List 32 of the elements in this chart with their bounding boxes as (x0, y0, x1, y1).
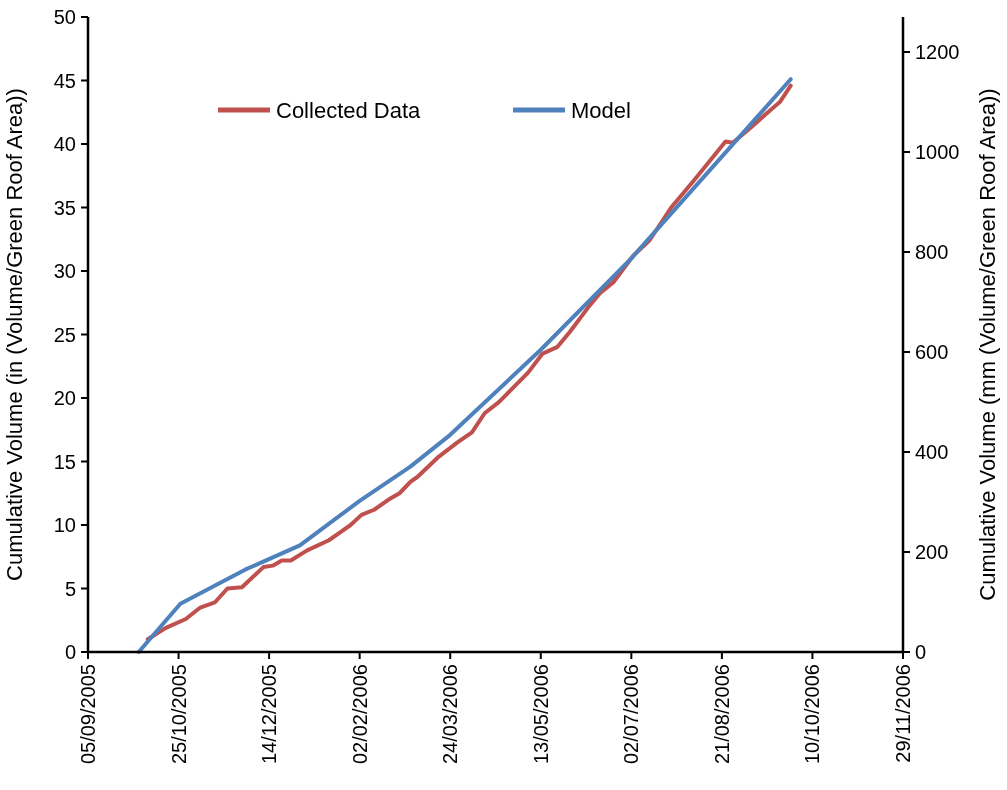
y-tick-label: 50 (53, 6, 76, 28)
y-tick-label: 10 (53, 514, 76, 536)
legend-label: Collected Data (276, 97, 422, 123)
x-tick-label: 02/07/2006 (620, 664, 643, 765)
y-tick-label: 20 (53, 387, 76, 409)
x-tick-label: 29/11/2006 (892, 664, 914, 763)
y-tick-label: 30 (53, 260, 76, 282)
x-tick-label: 14/12/2005 (258, 664, 281, 765)
x-tick-label: 21/08/2006 (710, 664, 733, 765)
x-tick-label: 02/02/2006 (348, 664, 371, 765)
y-axis-title: Cumulative Volume (in (Volume/Green Roof Area)) (2, 88, 27, 581)
legend-label: Model (571, 97, 631, 123)
y-tick-label: 25 (53, 323, 76, 346)
x-tick-label: 24/03/2006 (439, 664, 462, 765)
y-tick-label: 40 (53, 133, 76, 155)
y2-tick-label: 200 (915, 541, 949, 563)
y2-tick-label: 400 (915, 441, 949, 463)
y2-tick-label: 1200 (915, 41, 960, 63)
y-tick-label: 35 (53, 196, 76, 219)
y2-tick-label: 800 (915, 241, 949, 263)
x-tick-label: 25/10/2005 (167, 664, 190, 765)
y2-tick-label: 1000 (915, 141, 960, 163)
y-tick-label: 5 (64, 577, 76, 600)
y-tick-label: 45 (53, 69, 76, 92)
y-tick-label: 15 (53, 450, 76, 473)
x-tick-label: 10/10/2006 (801, 664, 824, 765)
x-tick-label: 13/05/2006 (529, 664, 552, 765)
y2-tick-label: 0 (915, 641, 927, 663)
y2-axis-title: Cumulative Volume (mm (Volume/Green Roof Area)) (975, 88, 1000, 601)
y2-tick-label: 600 (915, 341, 949, 363)
x-tick-label: 05/09/2005 (77, 664, 99, 765)
y-tick-label: 0 (64, 641, 76, 663)
